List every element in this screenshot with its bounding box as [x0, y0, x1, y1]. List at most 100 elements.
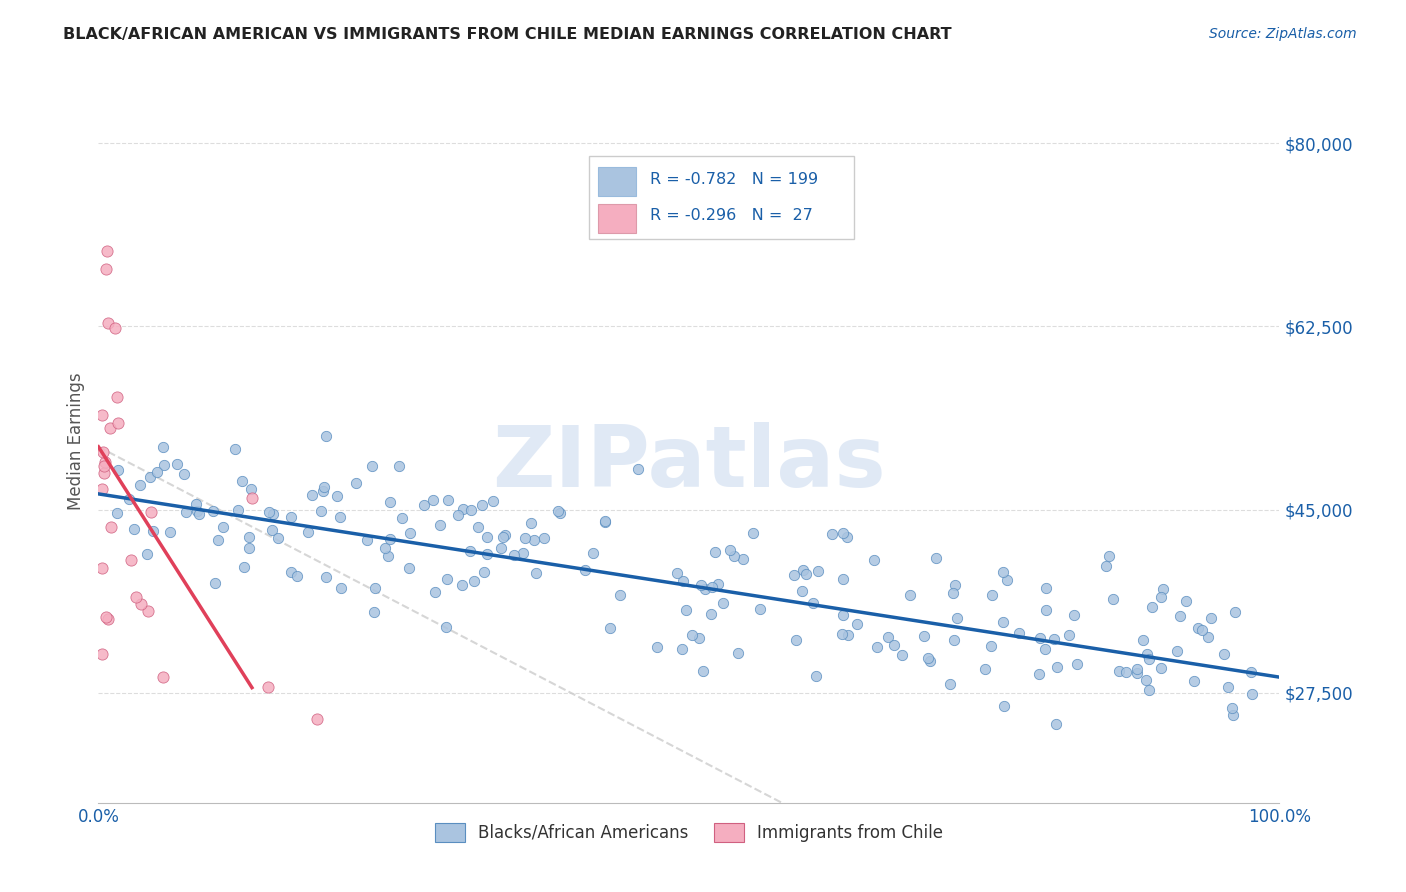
Point — [891, 648, 914, 663]
Point — [1166, 644, 1188, 658]
Point — [1108, 664, 1130, 678]
Point — [513, 531, 536, 545]
Point — [363, 605, 385, 619]
Point — [807, 564, 830, 578]
Point — [524, 566, 547, 580]
Point — [980, 588, 1002, 602]
Point — [105, 390, 128, 404]
Point — [866, 640, 889, 654]
Point — [240, 483, 263, 497]
Point — [785, 633, 807, 648]
Point — [711, 596, 734, 610]
Point — [699, 607, 721, 621]
Point — [846, 616, 869, 631]
Point — [804, 669, 827, 683]
Point — [398, 526, 420, 541]
Point — [980, 639, 1002, 653]
Point — [463, 574, 485, 589]
Point — [437, 493, 460, 508]
Point — [973, 661, 995, 675]
Point — [174, 505, 197, 519]
Point — [832, 572, 855, 586]
Point — [1142, 599, 1164, 614]
Point — [260, 524, 283, 538]
Point — [475, 547, 498, 561]
Point — [377, 549, 399, 564]
Point — [91, 445, 114, 459]
Point — [97, 316, 120, 330]
Point — [201, 503, 224, 517]
Point — [391, 511, 413, 525]
Point — [309, 504, 332, 518]
Point — [1222, 701, 1244, 715]
Point — [231, 475, 253, 489]
Point — [311, 484, 333, 499]
Point — [943, 632, 966, 647]
Point — [832, 526, 855, 541]
Point — [96, 244, 118, 258]
Point — [1241, 687, 1264, 701]
Point — [727, 646, 749, 660]
Point — [609, 588, 631, 602]
Point — [451, 578, 474, 592]
Point — [124, 591, 146, 605]
FancyBboxPatch shape — [589, 156, 855, 239]
Point — [593, 515, 616, 529]
Point — [692, 664, 714, 678]
Point — [1045, 716, 1067, 731]
Point — [305, 712, 328, 726]
Point — [120, 552, 142, 566]
Point — [186, 504, 208, 518]
Point — [259, 505, 281, 519]
Point — [1199, 611, 1222, 625]
Point — [939, 676, 962, 690]
Point — [877, 630, 900, 644]
Point — [489, 541, 512, 555]
Point — [398, 561, 420, 575]
Point — [574, 563, 596, 577]
Point — [1137, 652, 1160, 666]
Point — [547, 504, 569, 518]
Point — [942, 585, 965, 599]
Point — [533, 532, 555, 546]
Point — [436, 572, 458, 586]
Point — [429, 517, 451, 532]
Point — [645, 640, 668, 654]
Point — [361, 458, 384, 473]
Point — [142, 524, 165, 538]
Point — [152, 670, 174, 684]
Point — [783, 568, 806, 582]
Point — [1132, 632, 1154, 647]
Point — [212, 520, 235, 534]
Point — [184, 497, 207, 511]
Point — [1046, 660, 1069, 674]
Point — [257, 680, 280, 694]
Point — [1043, 632, 1066, 646]
Point — [93, 459, 115, 474]
Point — [166, 458, 188, 472]
Point — [378, 533, 401, 547]
Point — [1115, 665, 1137, 680]
Point — [925, 550, 948, 565]
Point — [520, 516, 543, 530]
Point — [1223, 606, 1246, 620]
Point — [1008, 626, 1031, 640]
Point — [1059, 628, 1081, 642]
Point — [794, 567, 817, 582]
Text: BLACK/AFRICAN AMERICAN VS IMMIGRANTS FROM CHILE MEDIAN EARNINGS CORRELATION CHAR: BLACK/AFRICAN AMERICAN VS IMMIGRANTS FRO… — [63, 27, 952, 42]
Point — [1035, 603, 1057, 617]
Point — [1150, 661, 1173, 675]
Text: R = -0.296   N =  27: R = -0.296 N = 27 — [650, 209, 813, 224]
Point — [93, 466, 115, 480]
Text: ZIPatlas: ZIPatlas — [492, 422, 886, 505]
Point — [297, 524, 319, 539]
Point — [681, 627, 703, 641]
Point — [582, 546, 605, 560]
Point — [447, 508, 470, 522]
Point — [803, 596, 825, 610]
Point — [792, 584, 814, 599]
Point — [946, 611, 969, 625]
Point — [315, 429, 337, 443]
Point — [434, 620, 457, 634]
Point — [128, 478, 150, 492]
